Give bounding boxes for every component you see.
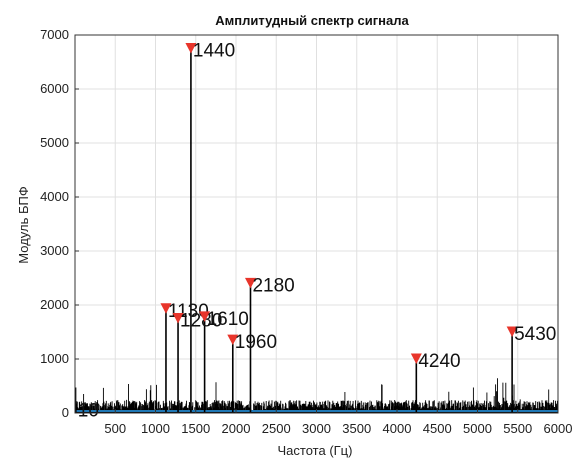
x-tick-label-6: 3500 (342, 421, 371, 436)
x-tick-label-7: 4000 (383, 421, 412, 436)
y-axis-ticks: 0 1000 2000 3000 4000 5000 6000 7000 (40, 27, 79, 420)
peak-label-6: 2180 (252, 275, 294, 296)
peak-marker-8 (506, 326, 518, 337)
x-axis-ticks: 500 1000 1500 2000 2500 3000 3500 4000 4500 5000 5… (104, 409, 572, 436)
peak-label-2: 1280 (180, 311, 222, 332)
y-tick-label-2: 2000 (40, 297, 69, 312)
y-tick-label-4: 4000 (40, 189, 69, 204)
x-tick-label-3: 2000 (222, 421, 251, 436)
spectrum-peaks (75, 48, 513, 413)
chart-title: Амплитудный спектр сигнала (215, 13, 409, 28)
x-tick-label-2: 1500 (181, 421, 210, 436)
y-axis-label: Модуль БПФ (16, 186, 31, 264)
peak-marker-1 (160, 303, 172, 314)
peak-marker-4 (199, 311, 211, 322)
peak-label-0: 10 (78, 401, 99, 422)
x-tick-label-5: 3000 (302, 421, 331, 436)
peak-label-4: 1610 (207, 309, 249, 330)
x-tick-label-11: 6000 (544, 421, 573, 436)
peak-label-5: 1960 (235, 332, 277, 353)
x-tick-label-4: 2500 (262, 421, 291, 436)
y-tick-label-7: 7000 (40, 27, 69, 42)
x-tick-label-10: 5500 (503, 421, 532, 436)
grid-lines (75, 34, 559, 414)
peak-marker-6 (244, 277, 256, 289)
y-tick-label-0: 0 (62, 405, 69, 420)
y-tick-label-6: 6000 (40, 81, 69, 96)
x-tick-label-1: 1000 (141, 421, 170, 436)
peak-label-3: 1440 (193, 41, 235, 62)
y-tick-label-5: 5000 (40, 135, 69, 150)
y-tick-label-1: 1000 (40, 351, 69, 366)
peak-label-8: 5430 (514, 324, 556, 345)
peak-label-7: 4240 (418, 351, 460, 372)
peak-marker-3 (185, 43, 197, 54)
y-tick-label-3: 3000 (40, 243, 69, 258)
x-tick-label-0: 500 (104, 421, 126, 436)
peak-marker-5 (227, 334, 239, 346)
peak-marker-7 (410, 353, 422, 364)
x-tick-label-9: 5000 (463, 421, 492, 436)
x-tick-label-8: 4500 (423, 421, 452, 436)
peak-marker-2 (172, 313, 184, 324)
x-axis-label: Частота (Гц) (278, 443, 353, 458)
